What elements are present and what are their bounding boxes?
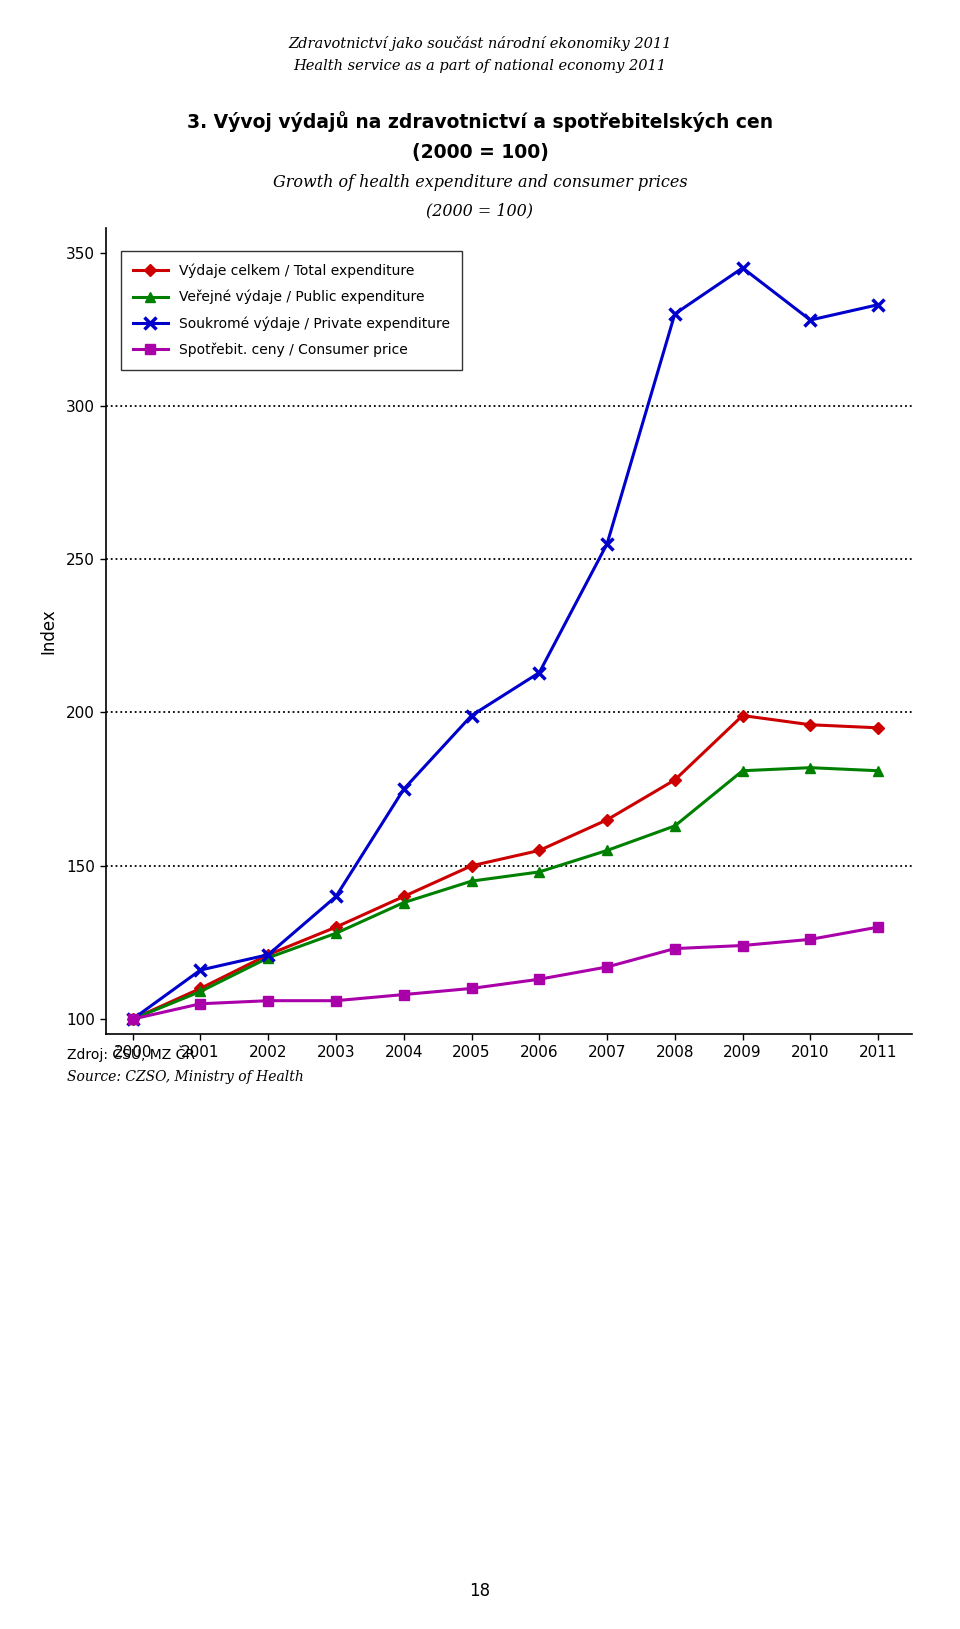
Text: (2000 = 100): (2000 = 100) — [426, 202, 534, 218]
Text: Growth of health expenditure and consumer prices: Growth of health expenditure and consume… — [273, 174, 687, 191]
Text: Zdravotnictví jako součást národní ekonomiky 2011: Zdravotnictví jako součást národní ekono… — [288, 36, 672, 50]
Y-axis label: Index: Index — [40, 608, 58, 655]
Text: 18: 18 — [469, 1582, 491, 1600]
Text: (2000 = 100): (2000 = 100) — [412, 143, 548, 163]
Text: Source: CZSO, Ministry of Health: Source: CZSO, Ministry of Health — [67, 1070, 304, 1085]
Text: 3. Vývoj výdajů na zdravotnictví a spotřebitelských cen: 3. Vývoj výdajů na zdravotnictví a spotř… — [187, 111, 773, 132]
Text: Health service as a part of national economy 2011: Health service as a part of national eco… — [294, 59, 666, 73]
Text: Zdroj: ČSÚ, MZ ČR: Zdroj: ČSÚ, MZ ČR — [67, 1046, 195, 1062]
Legend: Výdaje celkem / Total expenditure, Veřejné výdaje / Public expenditure, Soukromé: Výdaje celkem / Total expenditure, Veřej… — [121, 251, 463, 370]
